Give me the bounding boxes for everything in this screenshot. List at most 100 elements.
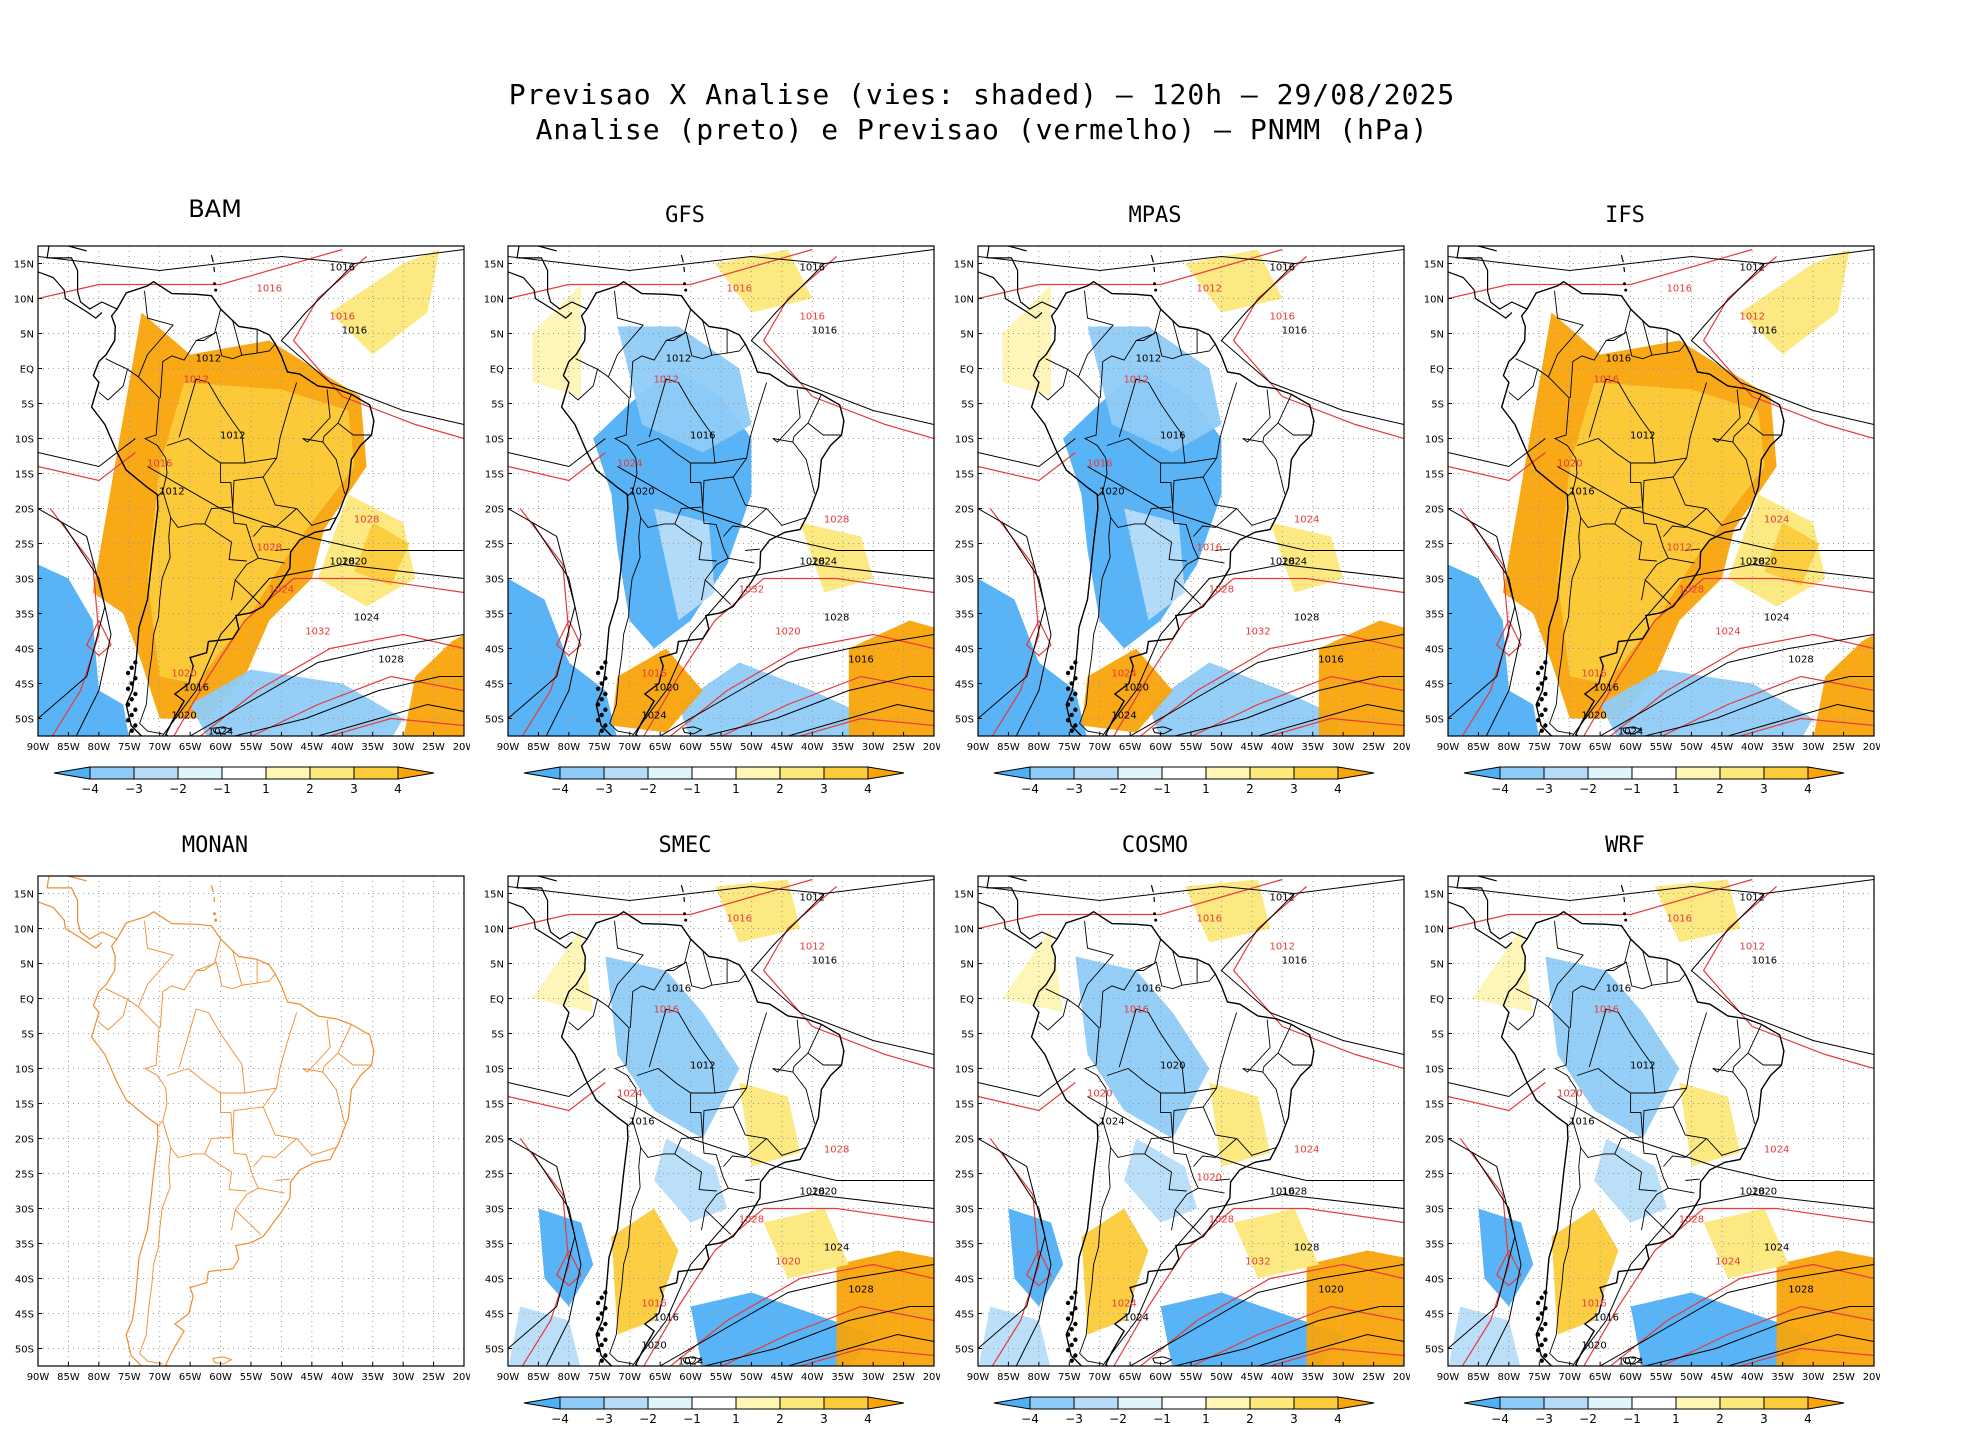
analysis-isobar (189, 634, 464, 736)
latitude-tick-label: 15S (955, 470, 974, 481)
analysis-isobar-label: 1016 (654, 1313, 679, 1324)
analysis-isobar-label: 1016 (1282, 326, 1307, 337)
political-border (702, 320, 713, 356)
forecast-isobar (1190, 1305, 1404, 1366)
latitude-tick-label: 50S (15, 1345, 34, 1356)
analysis-isobar (1571, 563, 1874, 736)
latitude-tick-label: 45S (15, 680, 34, 691)
bias-shading-pos4 (611, 648, 703, 733)
longitude-tick-label: 70W (1088, 1372, 1111, 1383)
longitude-tick-label: 80W (88, 1372, 111, 1383)
political-border (137, 290, 174, 378)
panel-bam: BAM 1016 1016 1012 1012 1012 1020 1024 1028 1028 1… (0, 195, 470, 798)
analysis-isobar-label: 1020 (1752, 1187, 1777, 1198)
forecast-isobar-label: 1024 (1764, 1145, 1789, 1156)
fjord-islet (1073, 707, 1078, 712)
central-america-coastline (1448, 901, 1513, 949)
longitude-tick-label: 50W (270, 742, 293, 753)
political-border (674, 1153, 717, 1192)
central-america-coastline (46, 876, 118, 940)
longitude-tick-label: 80W (1498, 742, 1521, 753)
longitude-tick-label: 50W (1210, 742, 1233, 753)
longitude-tick-label: 70W (618, 1372, 641, 1383)
fjord-islet (1543, 1337, 1548, 1342)
analysis-isobar-label: 1016 (184, 683, 209, 694)
analysis-isobar-label: 1028 (1294, 613, 1319, 624)
island-coastline (213, 896, 216, 902)
colorbar-segment (1763, 766, 1809, 780)
latitude-tick-label: 25S (1425, 1170, 1444, 1181)
forecast-isobar (1609, 1263, 1874, 1366)
colorbar-segment (1719, 766, 1765, 780)
colorbar-left-arrow (53, 766, 91, 780)
fjord-islet (595, 670, 601, 676)
colorbar-tick-label: 4 (394, 782, 402, 796)
analysis-isobar-label: 1028 (1740, 1187, 1765, 1198)
longitude-tick-label: 45W (301, 742, 324, 753)
fjord-islet (1065, 718, 1071, 723)
latitude-tick-label: 15S (15, 1100, 34, 1111)
map-grid (1448, 246, 1874, 736)
forecast-isobar-label: 1012 (184, 375, 209, 386)
analysis-isobar-label: 1024 (1764, 613, 1789, 624)
latitude-tick-label: 15N (1424, 260, 1444, 271)
longitude-tick-label: 85W (57, 742, 80, 753)
forecast-isobar (49, 508, 100, 736)
map-cosmo: 1012101610161020102410281028101610201024… (954, 875, 1410, 1383)
map-mpas: 1016101610121016102010241028102810161020… (954, 245, 1410, 753)
longitude-tick-label: 90W (967, 1372, 990, 1383)
longitude-tick-label: 80W (1028, 742, 1051, 753)
colorbar-tick-label: 2 (776, 782, 784, 796)
political-border (232, 950, 243, 986)
political-border (1077, 290, 1114, 378)
political-border (1549, 517, 1582, 735)
analysis-isobar (161, 563, 464, 736)
political-border (253, 1138, 297, 1167)
longitude-tick-label: 75W (1058, 742, 1081, 753)
colorbar-tick-label: 3 (1290, 782, 1298, 796)
latitude-tick-label: 50S (15, 715, 34, 726)
bias-shading-neg3 (1148, 662, 1344, 736)
bias-shading-neg4 (38, 564, 129, 736)
longitude-tick-label: 35W (1301, 742, 1324, 753)
political-border (258, 1187, 285, 1194)
colorbar-tick-label: −4 (1021, 1412, 1039, 1426)
analysis-isobar-label: 1012 (666, 354, 691, 365)
forecast-isobar (1139, 1263, 1404, 1366)
political-border (1198, 557, 1225, 564)
political-border (105, 358, 168, 497)
analysis-isobar-label: 1028 (800, 1187, 825, 1198)
island-coastline (680, 254, 684, 263)
political-border (232, 320, 243, 356)
political-border (568, 999, 598, 1031)
latitude-tick-label: 15N (954, 260, 974, 271)
political-border (1732, 1052, 1749, 1073)
political-border (166, 1067, 262, 1235)
latitude-tick-label: 40S (955, 1275, 974, 1286)
forecast-isobar (173, 577, 464, 736)
colorbar-tick-label: 3 (820, 782, 828, 796)
fjord-islet (1535, 718, 1541, 723)
colorbar-tick-label: −1 (213, 782, 231, 796)
analysis-isobar-label: 1016 (1282, 956, 1307, 967)
fjord-islet (1069, 728, 1074, 733)
bias-shading-pos3 (1081, 1208, 1149, 1335)
island-coastline (680, 884, 684, 893)
bias-shading-neg2 (1124, 508, 1185, 621)
political-border (1277, 1024, 1312, 1066)
colorbar-segment (559, 1396, 605, 1410)
fjord-islet (603, 1290, 608, 1295)
analysis-isobar-label: 1012 (1740, 263, 1765, 274)
south-america-coastline (560, 910, 845, 1366)
longitude-tick-label: 25W (422, 1372, 445, 1383)
bias-shading-pos2 (1184, 879, 1271, 943)
bias-shading-pos2 (739, 1082, 801, 1167)
analysis-isobar-label: 1028 (1282, 1187, 1307, 1198)
panel-cosmo: COSMO 1012 1016 1016 1020 1024 1028 1028 1016 102… (940, 833, 1410, 1428)
fjord-islet (1535, 670, 1541, 676)
fjord-islet (1073, 1353, 1078, 1358)
south-america-coastline (1030, 910, 1315, 1366)
colorbar-right-arrow (397, 766, 435, 780)
longitude-tick-label: 80W (1498, 1372, 1521, 1383)
latitude-tick-label: EQ (490, 995, 504, 1006)
